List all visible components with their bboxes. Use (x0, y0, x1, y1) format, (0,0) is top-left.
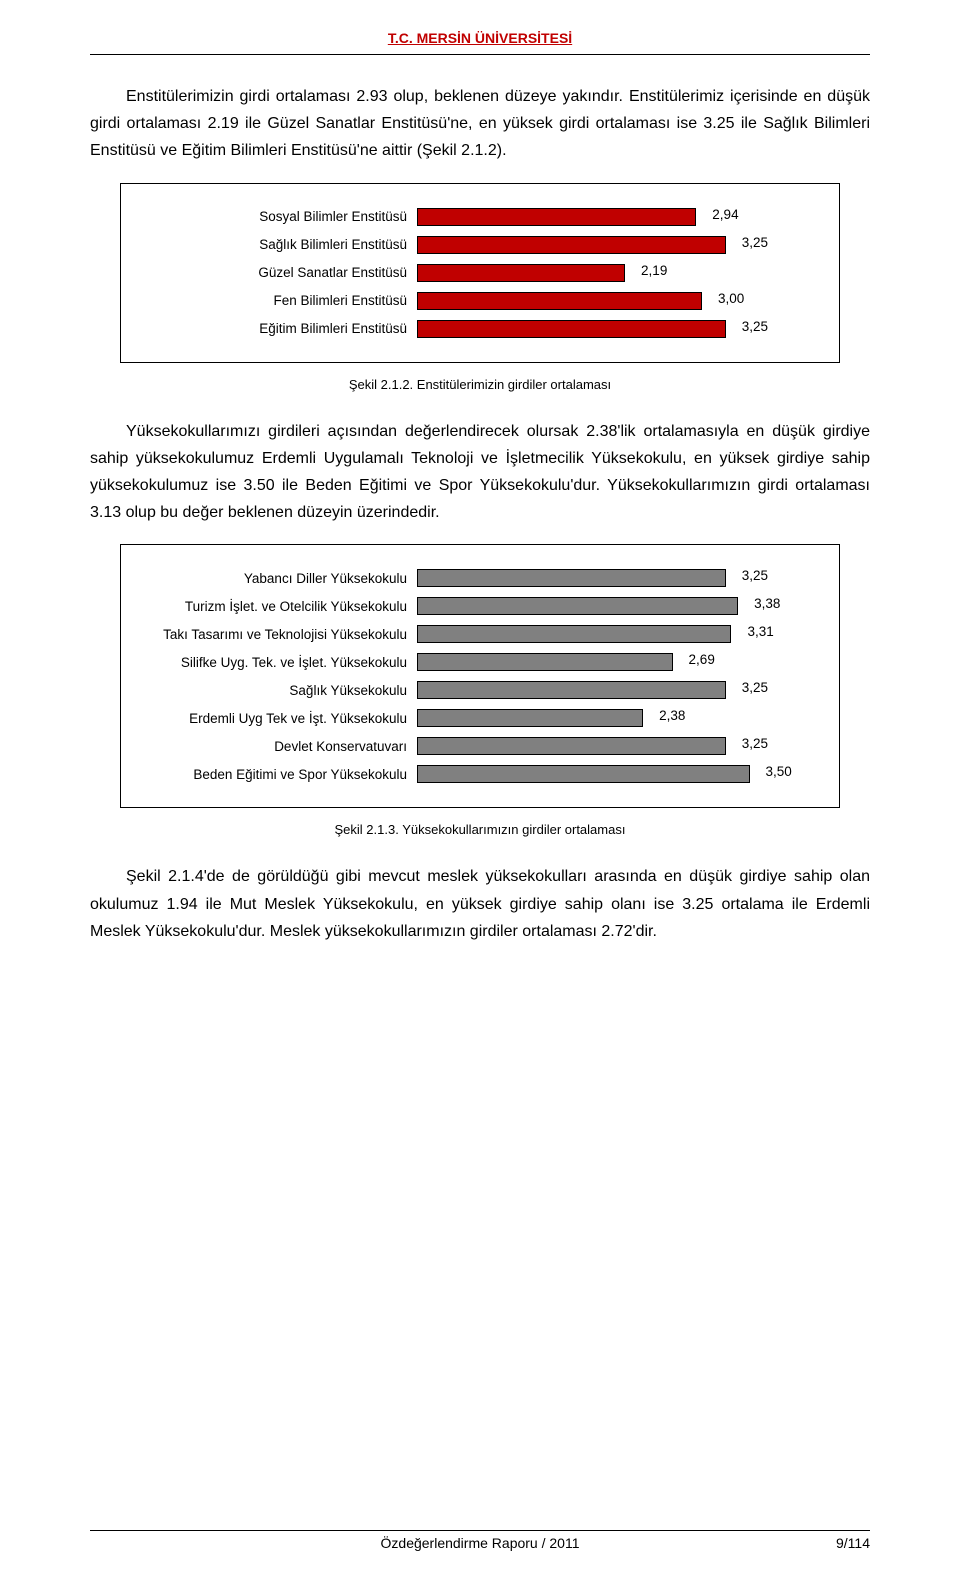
chart-category-label: Erdemli Uyg Tek ve İşt. Yüksekokulu (137, 711, 417, 727)
chart-row: Yabancı Diller Yüksekokulu 3,25 (137, 567, 823, 589)
chart-bar (417, 320, 726, 338)
chart-bar-area: 3,00 (417, 290, 823, 312)
chart-bar-area: 2,69 (417, 651, 823, 673)
chart-value-label: 3,25 (742, 319, 768, 334)
chart-bar-area: 2,19 (417, 262, 823, 284)
chart-bar (417, 625, 731, 643)
chart-bar-area: 3,25 (417, 735, 823, 757)
paragraph-2: Yüksekokullarımızı girdileri açısından d… (90, 418, 870, 527)
chart-bar-area: 2,38 (417, 707, 823, 729)
chart-category-label: Sağlık Bilimleri Enstitüsü (137, 237, 417, 253)
chart-value-label: 3,00 (718, 291, 744, 306)
chart-bar (417, 709, 643, 727)
chart-row: Silifke Uyg. Tek. ve İşlet. Yüksekokulu 2… (137, 651, 823, 673)
chart-value-label: 3,38 (754, 596, 780, 611)
chart-bar (417, 765, 750, 783)
chart-row: Turizm İşlet. ve Otelcilik Yüksekokulu 3,… (137, 595, 823, 617)
chart-row: Devlet Konservatuvarı 3,25 (137, 735, 823, 757)
chart-row: Eğitim Bilimleri Enstitüsü 3,25 (137, 318, 823, 340)
chart-bar-area: 3,31 (417, 623, 823, 645)
chart-category-label: Yabancı Diller Yüksekokulu (137, 571, 417, 587)
chart-bar (417, 737, 726, 755)
footer-center-text: Özdeğerlendirme Raporu / 2011 (170, 1535, 790, 1551)
chart-bar-area: 3,25 (417, 318, 823, 340)
paragraph-1: Enstitülerimizin girdi ortalaması 2.93 o… (90, 83, 870, 165)
chart-row: Takı Tasarımı ve Teknolojisi Yüksekokulu… (137, 623, 823, 645)
footer-left (90, 1535, 170, 1551)
chart-row: Fen Bilimleri Enstitüsü 3,00 (137, 290, 823, 312)
chart-value-label: 3,25 (742, 568, 768, 583)
chart-enstitu-girdiler: Sosyal Bilimler Enstitüsü 2,94 Sağlık Bili… (120, 183, 840, 363)
page-footer: Özdeğerlendirme Raporu / 2011 9/114 (90, 1530, 870, 1551)
chart-row: Sosyal Bilimler Enstitüsü 2,94 (137, 206, 823, 228)
chart-value-label: 3,25 (742, 680, 768, 695)
chart-category-label: Eğitim Bilimleri Enstitüsü (137, 321, 417, 337)
chart-value-label: 2,69 (689, 652, 715, 667)
chart-bar-area: 3,50 (417, 763, 823, 785)
chart-value-label: 2,94 (712, 207, 738, 222)
chart-value-label: 3,25 (742, 235, 768, 250)
chart-bar (417, 681, 726, 699)
chart-row: Güzel Sanatlar Enstitüsü 2,19 (137, 262, 823, 284)
chart-category-label: Fen Bilimleri Enstitüsü (137, 293, 417, 309)
chart-bar-area: 3,25 (417, 234, 823, 256)
page-header-title: T.C. MERSİN ÜNİVERSİTESİ (90, 30, 870, 46)
chart-bar (417, 236, 726, 254)
chart-category-label: Devlet Konservatuvarı (137, 739, 417, 755)
chart-bar-area: 3,25 (417, 679, 823, 701)
chart-bar-area: 3,25 (417, 567, 823, 589)
chart-value-label: 3,25 (742, 736, 768, 751)
chart-bar (417, 653, 673, 671)
chart-bar (417, 569, 726, 587)
chart-category-label: Takı Tasarımı ve Teknolojisi Yüksekokulu (137, 627, 417, 643)
footer-rule (90, 1530, 870, 1531)
chart-category-label: Güzel Sanatlar Enstitüsü (137, 265, 417, 281)
chart-category-label: Silifke Uyg. Tek. ve İşlet. Yüksekokulu (137, 655, 417, 671)
chart-bar (417, 264, 625, 282)
chart-row: Erdemli Uyg Tek ve İşt. Yüksekokulu 2,38 (137, 707, 823, 729)
chart-row: Sağlık Yüksekokulu 3,25 (137, 679, 823, 701)
chart-row: Sağlık Bilimleri Enstitüsü 3,25 (137, 234, 823, 256)
chart-value-label: 2,38 (659, 708, 685, 723)
chart-bar (417, 292, 702, 310)
chart-bar-area: 2,94 (417, 206, 823, 228)
caption-chart1: Şekil 2.1.2. Enstitülerimizin girdiler o… (90, 377, 870, 392)
chart-bar-area: 3,38 (417, 595, 823, 617)
chart-category-label: Beden Eğitimi ve Spor Yüksekokulu (137, 767, 417, 783)
chart-category-label: Sağlık Yüksekokulu (137, 683, 417, 699)
footer-page-number: 9/114 (790, 1535, 870, 1551)
chart-value-label: 3,50 (766, 764, 792, 779)
chart-bar (417, 208, 696, 226)
chart-category-label: Turizm İşlet. ve Otelcilik Yüksekokulu (137, 599, 417, 615)
header-rule (90, 54, 870, 55)
chart-yuksekokul-girdiler: Yabancı Diller Yüksekokulu 3,25 Turizm İşl… (120, 544, 840, 808)
caption-chart2: Şekil 2.1.3. Yüksekokullarımızın girdile… (90, 822, 870, 837)
chart-category-label: Sosyal Bilimler Enstitüsü (137, 209, 417, 225)
chart-value-label: 2,19 (641, 263, 667, 278)
chart-row: Beden Eğitimi ve Spor Yüksekokulu 3,50 (137, 763, 823, 785)
paragraph-3: Şekil 2.1.4'de de görüldüğü gibi mevcut … (90, 863, 870, 945)
chart-value-label: 3,31 (747, 624, 773, 639)
chart-bar (417, 597, 738, 615)
